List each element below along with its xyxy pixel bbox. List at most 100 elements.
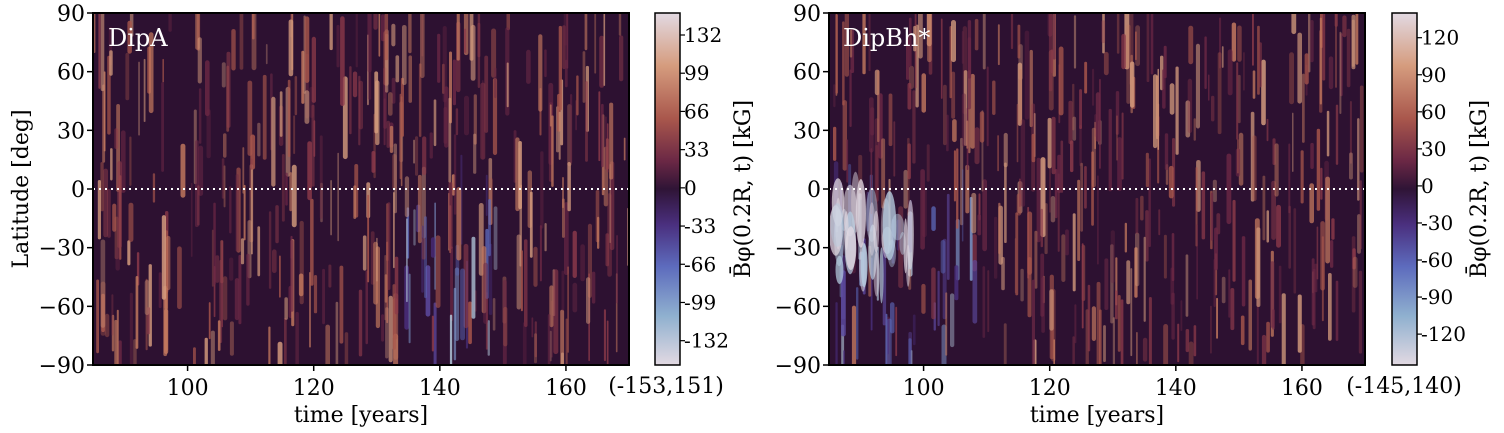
heatmap-streak [1310, 142, 1314, 169]
heatmap-streak [879, 247, 884, 304]
heatmap-streak [1359, 85, 1364, 173]
y-axis-a: 90 60 30 0 −30 −60 −90 [39, 2, 93, 379]
heatmap-streak [576, 75, 579, 116]
heatmap-streak [570, 94, 573, 164]
heatmap-streak [448, 97, 452, 183]
heatmap-streak [413, 139, 415, 164]
heatmap-streak [1351, 14, 1356, 70]
heatmap-streak [114, 319, 118, 365]
heatmap-streak [355, 13, 358, 68]
heatmap-streak [143, 58, 146, 122]
heatmap-streak [1150, 13, 1154, 75]
heatmap-streak [601, 103, 604, 168]
heatmap-streak [998, 202, 1001, 255]
heatmap-streak [437, 33, 441, 83]
heatmap-streak [1328, 273, 1332, 341]
colorbar-tick-label: -120 [1421, 322, 1466, 346]
heatmap-streak [572, 282, 578, 313]
heatmap-streak [272, 249, 277, 273]
heatmap-streak [598, 91, 601, 162]
heatmap-streak [943, 84, 947, 146]
heatmap-streak [940, 240, 946, 274]
heatmap-streak [421, 237, 426, 260]
heatmap-streak [311, 36, 316, 103]
heatmap-streak [384, 274, 388, 303]
heatmap-streak [1325, 176, 1330, 264]
heatmap-streak [431, 315, 434, 352]
heatmap-streak [1214, 227, 1218, 271]
heatmap-streak [1047, 117, 1052, 169]
heatmap-streak [534, 321, 537, 358]
heatmap-streak [204, 337, 208, 365]
heatmap-streak [477, 22, 481, 58]
heatmap-streak [906, 34, 910, 80]
x-axis-b: 100 120 140 160 [903, 365, 1323, 401]
heatmap-streak [456, 187, 462, 261]
heatmap-streak [961, 169, 964, 242]
heatmap-streak [1126, 260, 1131, 305]
heatmap-streak [127, 20, 132, 54]
heatmap-streak [330, 180, 332, 236]
heatmap-streak [562, 25, 566, 70]
heatmap-streak [849, 69, 852, 127]
x-axis-a: 100 120 140 160 [167, 365, 587, 401]
heatmap-streak [553, 269, 559, 355]
heatmap-streak [229, 257, 234, 281]
heatmap-streak [1146, 13, 1150, 82]
heatmap-streak [448, 182, 453, 249]
heatmap-streak [1061, 234, 1066, 282]
heatmap-streak [1334, 13, 1338, 27]
heatmap-streak [623, 137, 626, 161]
heatmap-streak [1326, 110, 1330, 157]
heatmap-streak [1331, 218, 1335, 240]
heatmap-streak [1003, 323, 1007, 365]
colorbar-tick-label: 0 [1421, 174, 1434, 198]
heatmap-streak [111, 314, 115, 352]
heatmap-streaks-b [829, 13, 1364, 365]
heatmap-streak [424, 216, 427, 299]
heatmap-streak [349, 66, 352, 135]
heatmap-streak [1319, 17, 1322, 105]
heatmap-streak [116, 309, 119, 365]
heatmap-streak [488, 243, 493, 315]
heatmap-streak [1070, 140, 1074, 173]
heatmap-streak [344, 332, 349, 365]
heatmap-streak [1015, 212, 1019, 296]
heatmap-streak [561, 270, 565, 311]
heatmap-streak [161, 82, 164, 172]
heatmap-streak [442, 26, 447, 103]
heatmap-streak [471, 236, 476, 319]
heatmap-streak [951, 71, 956, 119]
heatmap-streak [415, 136, 419, 176]
heatmap-streak [1227, 49, 1233, 96]
heatmap-streak [152, 173, 156, 203]
heatmap-streak [339, 265, 344, 344]
heatmap-streak [221, 62, 226, 88]
heatmap-streak [473, 94, 477, 145]
heatmap-streak [242, 147, 245, 194]
heatmap-streak [516, 234, 522, 310]
heatmap-streak [893, 121, 896, 177]
heatmap-streak [1358, 270, 1363, 354]
heatmap-streak [319, 135, 323, 219]
heatmap-streak [298, 273, 304, 297]
heatmap-streak [1342, 15, 1347, 38]
heatmap-streak [252, 13, 255, 40]
heatmap-streak [162, 58, 164, 83]
heatmap-streak [1116, 13, 1120, 54]
heatmap-streak [1349, 101, 1352, 164]
heatmap-streak [992, 80, 996, 115]
heatmap-streaks-a [93, 13, 629, 365]
heatmap-streak [313, 120, 316, 157]
heatmap-streak [1211, 95, 1215, 122]
heatmap-streak [873, 251, 880, 297]
y-tick-label: 0 [71, 178, 85, 203]
y-tick-label: −30 [775, 237, 821, 262]
heatmap-streak [1188, 25, 1194, 65]
heatmap-streak [547, 314, 551, 365]
heatmap-streak [444, 86, 449, 148]
heatmap-streak [1217, 52, 1222, 135]
heatmap-streak [564, 59, 568, 88]
heatmap-streak [1274, 143, 1279, 197]
heatmap-streak [289, 172, 293, 212]
